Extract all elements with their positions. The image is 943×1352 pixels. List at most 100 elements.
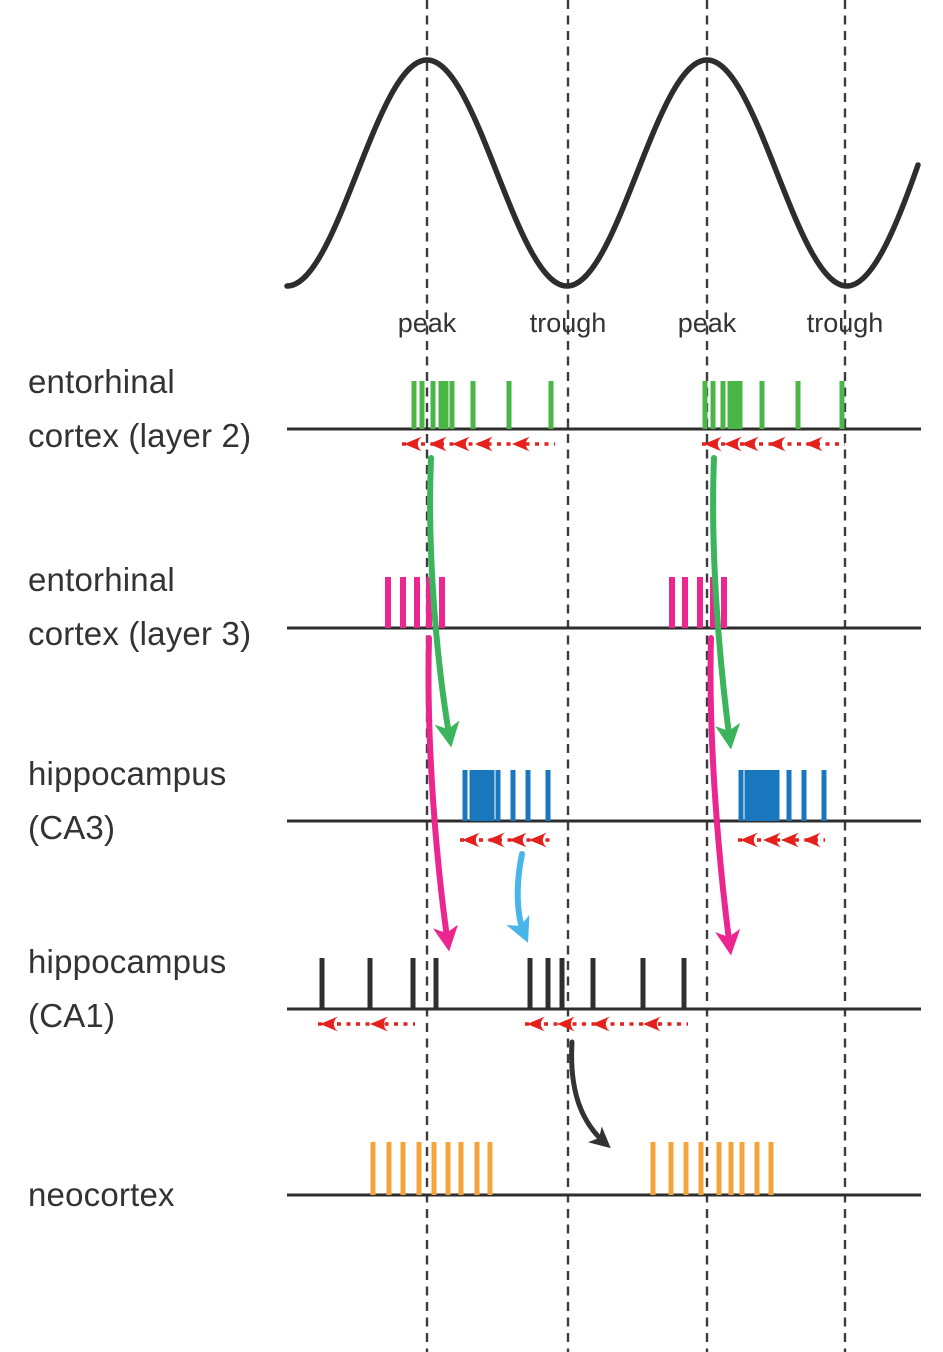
red-arrowhead-icon: [527, 1016, 545, 1032]
red-arrowhead-icon: [768, 436, 786, 452]
spike: [400, 1142, 406, 1195]
spike: [839, 381, 845, 429]
spike: [650, 1142, 656, 1195]
spike: [548, 381, 554, 429]
spike: [426, 577, 432, 628]
red-arrowhead-icon: [320, 1016, 338, 1032]
spike: [786, 770, 792, 821]
spike: [319, 958, 325, 1009]
red-arrowhead-icon: [781, 832, 799, 848]
spike: [732, 381, 738, 429]
spike: [445, 1142, 451, 1195]
phase-label-peak-1: peak: [397, 308, 457, 338]
red-arrowhead-icon: [404, 436, 422, 452]
region-label-line: cortex (layer 2): [28, 417, 252, 454]
spike: [720, 381, 726, 429]
region-label-line: hippocampus: [28, 755, 227, 792]
spike: [768, 1142, 774, 1195]
phase-label-trough-2: trough: [806, 308, 884, 338]
spike: [458, 1142, 464, 1195]
red-arrowhead-icon: [462, 832, 480, 848]
spike: [716, 1142, 722, 1195]
spike: [821, 770, 827, 821]
spike: [721, 577, 727, 628]
spike: [506, 381, 512, 429]
spike: [749, 770, 755, 821]
spike: [682, 577, 688, 628]
spike: [754, 770, 760, 821]
spike: [430, 381, 436, 429]
spike: [668, 1142, 674, 1195]
spike: [710, 381, 716, 429]
spike: [449, 381, 455, 429]
red-arrowhead-icon: [740, 832, 758, 848]
spike: [386, 1142, 392, 1195]
spike: [487, 1142, 493, 1195]
ec3-to-ca1-arrow-right: [707, 635, 741, 956]
red-arrowhead-icon: [592, 1016, 610, 1032]
red-arrowhead-icon: [512, 436, 530, 452]
row-hippocampus-ca3: [287, 770, 921, 848]
spike: [559, 958, 565, 1009]
spike: [737, 381, 743, 429]
spike: [527, 958, 533, 1009]
spike: [443, 381, 449, 429]
spike: [728, 1142, 734, 1195]
spike: [433, 958, 439, 1009]
red-arrowhead-icon: [529, 832, 547, 848]
spike: [439, 577, 445, 628]
spike: [698, 1142, 704, 1195]
phase-label-peak-2: peak: [677, 308, 737, 338]
phase-precession-arrow: [402, 436, 555, 452]
red-arrowhead-icon: [741, 436, 759, 452]
red-arrowhead-icon: [429, 436, 447, 452]
spike: [469, 770, 475, 821]
row-neocortex: [287, 1142, 921, 1197]
row-entorhinal-cortex-layer-2: [287, 381, 921, 452]
phase-grid-lines: [425, 0, 847, 1352]
spike: [744, 770, 750, 821]
red-arrowhead-icon: [805, 436, 823, 452]
spike: [470, 381, 476, 429]
spike: [411, 381, 417, 429]
spike: [769, 770, 775, 821]
phase-precession-arrow: [738, 832, 825, 848]
spike: [774, 770, 780, 821]
spike: [484, 770, 490, 821]
region-label-line: (CA1): [28, 997, 116, 1034]
spike: [801, 770, 807, 821]
spike: [697, 577, 703, 628]
phase-precession-arrow: [525, 1016, 688, 1032]
spike: [545, 958, 551, 1009]
label-entorhinal-cortex-layer-3: entorhinal cortex (layer 3): [28, 553, 251, 661]
spike: [640, 958, 646, 1009]
spike: [431, 1142, 437, 1195]
region-label-line: entorhinal: [28, 363, 175, 400]
spike: [495, 770, 501, 821]
red-arrowhead-icon: [763, 832, 781, 848]
spike: [474, 770, 480, 821]
spike: [759, 381, 765, 429]
spike: [410, 958, 416, 1009]
ec3-to-ca1-arrow-left: [425, 635, 458, 952]
red-arrowhead-icon: [557, 1016, 575, 1032]
label-hippocampus-ca3: hippocampus (CA3): [28, 747, 227, 855]
spike: [739, 1142, 745, 1195]
spike: [795, 381, 801, 429]
spike: [462, 770, 468, 821]
spike: [416, 1142, 422, 1195]
spike: [510, 770, 516, 821]
spike: [385, 577, 391, 628]
spike: [759, 770, 765, 821]
spike: [545, 770, 551, 821]
spike: [525, 770, 531, 821]
region-label-line: entorhinal: [28, 561, 175, 598]
red-arrowhead-icon: [452, 436, 470, 452]
spike: [419, 381, 425, 429]
spike: [367, 958, 373, 1009]
spike: [489, 770, 495, 821]
phase-precession-arrow: [702, 436, 845, 452]
region-label-line: (CA3): [28, 809, 116, 846]
region-label-line: cortex (layer 3): [28, 615, 252, 652]
row-entorhinal-cortex-layer-3: [287, 577, 921, 630]
